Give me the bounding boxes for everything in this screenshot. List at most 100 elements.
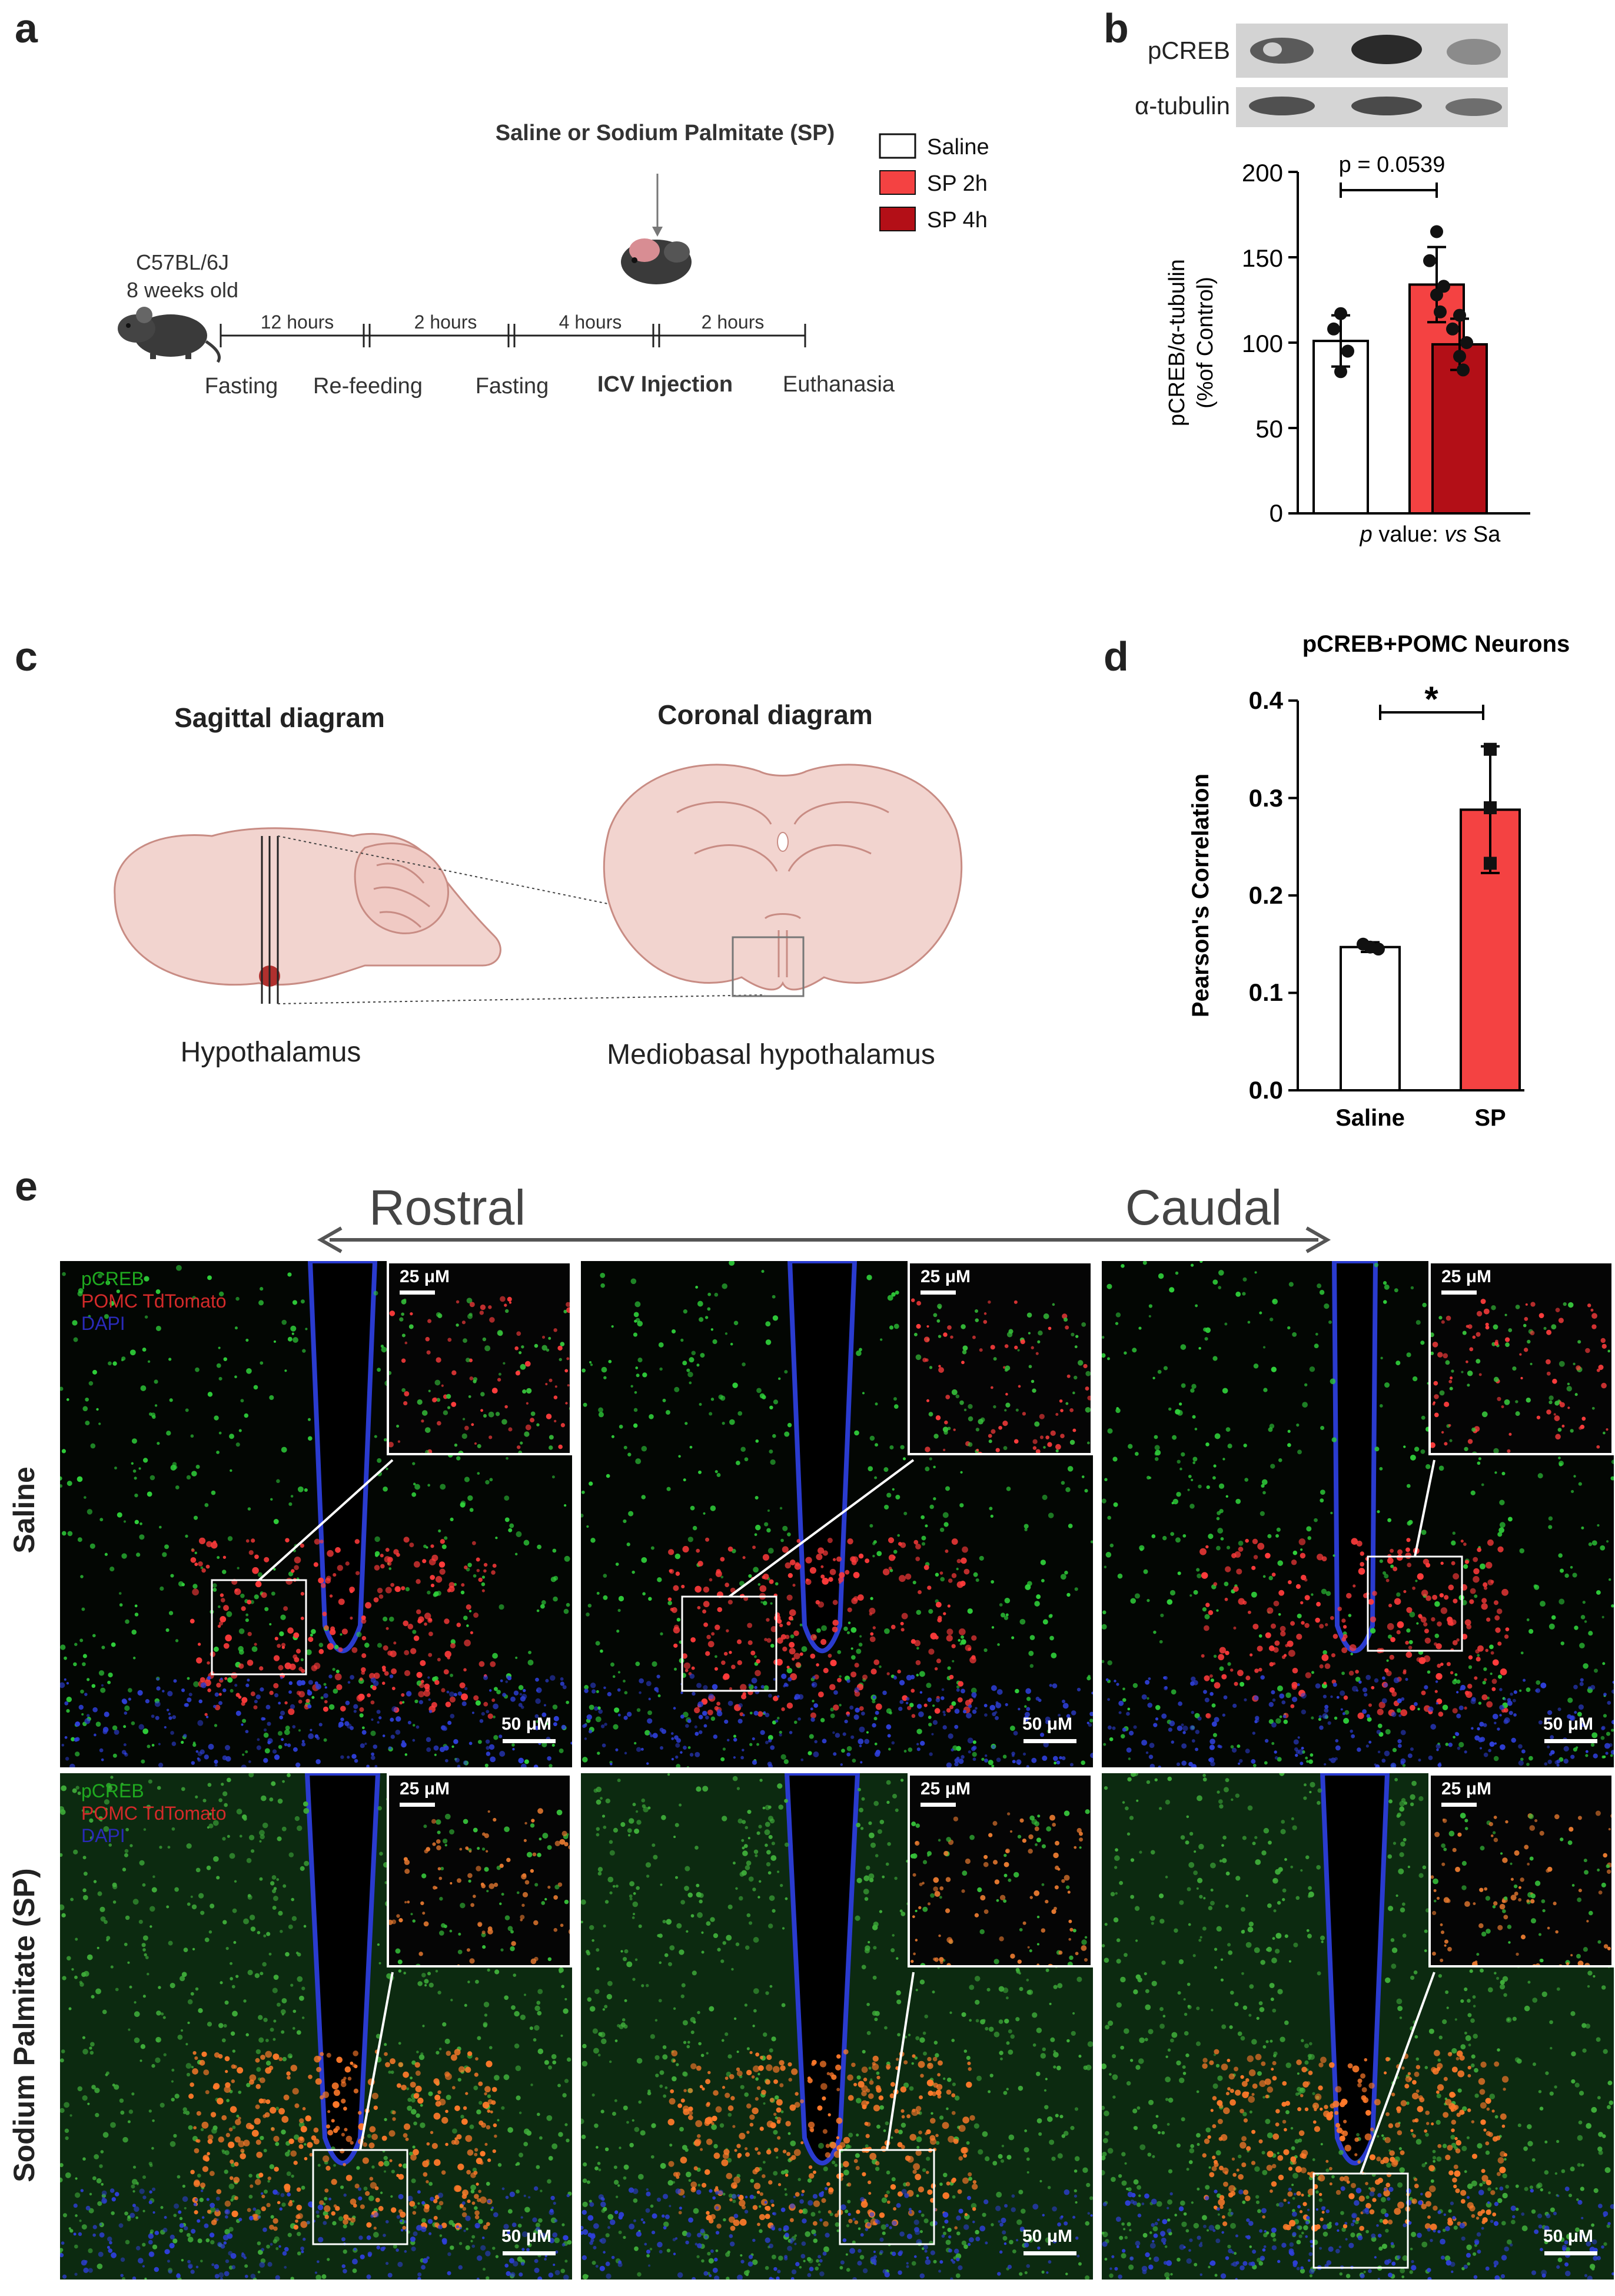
chart-b-ytick-50: 50 bbox=[1255, 415, 1283, 443]
zoom-arrow bbox=[359, 1972, 394, 2151]
zoom-arrow bbox=[1414, 1459, 1435, 1557]
data-point bbox=[1372, 943, 1385, 956]
inset-saline-3 bbox=[1428, 1261, 1614, 1455]
coronal-brain-illustration bbox=[603, 764, 963, 997]
channel-label-pomc-tdtomato: POMC TdTomato bbox=[81, 1803, 227, 1824]
mouse-age: 8 weeks old bbox=[127, 278, 238, 302]
step-refeeding: Re-feeding bbox=[313, 374, 423, 399]
third-ventricle bbox=[304, 1773, 381, 2166]
blot-tubulin-band-3 bbox=[1445, 98, 1502, 116]
inset-scale-bar bbox=[921, 1803, 956, 1807]
chart-b-ylabel-line2: (%of Control) bbox=[1193, 277, 1218, 409]
blot-pcreb-band-3 bbox=[1447, 39, 1501, 65]
mouse-head-icon bbox=[621, 238, 692, 284]
chart-d-ylabel: Pearson's Correlation bbox=[1188, 774, 1214, 1017]
label-rostral: Rostral bbox=[369, 1180, 526, 1235]
data-point bbox=[1446, 322, 1459, 336]
legend-label-sp4h: SP 4h bbox=[927, 208, 988, 233]
chart-d-ytick-0.4: 0.4 bbox=[1249, 686, 1284, 714]
zoom-arrow bbox=[886, 1972, 915, 2151]
chart-d-title: pCREB+POMC Neurons bbox=[1302, 631, 1570, 657]
chart-b-footnote: p value: vs Sa bbox=[1360, 522, 1501, 547]
legend-swatch-saline bbox=[879, 133, 916, 159]
micrograph-saline-3: 25 μM 50 μM bbox=[1101, 1260, 1615, 1769]
main-scale-bar bbox=[1024, 2251, 1076, 2255]
data-point bbox=[1430, 225, 1443, 238]
data-point bbox=[1334, 307, 1347, 320]
step-fasting-1: Fasting bbox=[205, 374, 278, 399]
mbh-box bbox=[732, 936, 805, 997]
blot-label-pcreb: pCREB bbox=[1148, 37, 1230, 64]
channel-label-pcreb: pCREB bbox=[81, 1268, 144, 1289]
step-icv-injection: ICV Injection bbox=[597, 372, 733, 397]
inset-scale-bar bbox=[400, 1803, 435, 1807]
blot-tubulin-band-2 bbox=[1351, 97, 1422, 115]
inset-scale-label: 25 μM bbox=[921, 1267, 971, 1286]
step-euthanasia: Euthanasia bbox=[783, 372, 895, 397]
inset-scale-bar bbox=[400, 1290, 435, 1295]
panel-e-row-labels: Saline Sodium Palmitate (SP) bbox=[8, 1466, 41, 2182]
chart-b-ytick-200: 200 bbox=[1242, 159, 1283, 187]
main-scale-label: 50 μM bbox=[1543, 2227, 1594, 2246]
channel-label-dapi: DAPI bbox=[81, 1313, 125, 1334]
timeline: 12 hours 2 hours 4 hours 2 hours Fasting… bbox=[205, 311, 895, 399]
data-point bbox=[1453, 308, 1466, 322]
micrograph-sp-3: 25 μM 50 μM bbox=[1101, 1772, 1615, 2281]
data-point bbox=[1327, 322, 1340, 336]
panel-a-legend: Saline SP 2h SP 4h bbox=[879, 133, 989, 233]
inset-scale-label: 25 μM bbox=[1441, 1267, 1492, 1286]
mouse-icon bbox=[118, 307, 221, 363]
data-point bbox=[1423, 254, 1436, 267]
inset-scale-label: 25 μM bbox=[921, 1779, 971, 1799]
inset-scale-bar bbox=[1441, 1803, 1477, 1807]
panel-letter-c: c bbox=[15, 633, 38, 679]
legend-label-sp2h: SP 2h bbox=[927, 171, 988, 196]
chart-d-ytick-0.0: 0.0 bbox=[1249, 1076, 1283, 1104]
zoom-arrow bbox=[1360, 1972, 1435, 2174]
chart-b-ytick-150: 150 bbox=[1242, 244, 1283, 272]
panel-a-timeline: Saline or Sodium Palmitate (SP) Saline S… bbox=[118, 121, 989, 399]
data-point bbox=[1434, 305, 1447, 318]
main-scale-bar bbox=[503, 2251, 556, 2255]
inset-scale-label: 25 μM bbox=[1441, 1779, 1492, 1799]
main-scale-label: 50 μM bbox=[1022, 1714, 1073, 1734]
blot-pcreb-band-2 bbox=[1351, 35, 1422, 64]
inset-scale-label: 25 μM bbox=[400, 1267, 450, 1286]
data-point bbox=[1484, 801, 1497, 815]
legend-label-saline: Saline bbox=[927, 135, 989, 160]
legend-swatch-sp4h bbox=[879, 207, 916, 231]
chart-b-p-value: p = 0.0539 bbox=[1339, 152, 1445, 177]
panel-e-header: Rostral Caudal bbox=[317, 1180, 1331, 1253]
panel-letter-d: d bbox=[1104, 633, 1129, 679]
row-label-saline: Saline bbox=[8, 1466, 41, 1553]
panel-letter-a: a bbox=[15, 5, 38, 51]
chart-d-ytick-0.3: 0.3 bbox=[1249, 784, 1283, 812]
micrograph-saline-2: 25 μM 50 μM bbox=[580, 1260, 1094, 1769]
sagittal-caption: Hypothalamus bbox=[181, 1037, 361, 1068]
main-scale-bar bbox=[1024, 1739, 1076, 1743]
inset-scale-bar bbox=[1441, 1290, 1477, 1295]
legend-swatch-sp2h bbox=[879, 170, 916, 195]
blot-pcreb-band-1 bbox=[1250, 38, 1314, 64]
zoom-arrow bbox=[258, 1459, 394, 1581]
label-caudal: Caudal bbox=[1125, 1180, 1282, 1235]
blot-tubulin-band-1 bbox=[1249, 97, 1315, 115]
panel-letter-b: b bbox=[1104, 5, 1129, 51]
panel-c-diagrams: Sagittal diagram Coronal diagram Hypotha… bbox=[114, 699, 963, 1070]
coronal-title: Coronal diagram bbox=[657, 699, 873, 730]
micrograph-sp-1: 25 μM 50 μM pCREB POMC TdTomato DAPI bbox=[59, 1772, 573, 2281]
data-point bbox=[1437, 280, 1450, 293]
interval-4: 2 hours bbox=[702, 311, 765, 333]
micrograph-saline-1: 25 μM 50 μM pCREB POMC TdTomato DAPI bbox=[59, 1260, 573, 1769]
bar-saline bbox=[1340, 945, 1401, 1092]
panel-a-title: Saline or Sodium Palmitate (SP) bbox=[496, 121, 835, 145]
channel-label-dapi: DAPI bbox=[81, 1825, 125, 1846]
panel-d-chart: pCREB+POMC Neurons 0.4 0.3 0.2 0.1 0.0 P… bbox=[1188, 631, 1570, 1131]
chart-b-ytick-0: 0 bbox=[1270, 499, 1283, 527]
data-point bbox=[1453, 350, 1466, 363]
chart-d-significance: * bbox=[1424, 679, 1438, 719]
channel-label-pcreb: pCREB bbox=[81, 1780, 144, 1801]
interval-1: 12 hours bbox=[261, 311, 334, 333]
third-ventricle bbox=[307, 1261, 378, 1654]
step-fasting-2: Fasting bbox=[476, 374, 549, 399]
